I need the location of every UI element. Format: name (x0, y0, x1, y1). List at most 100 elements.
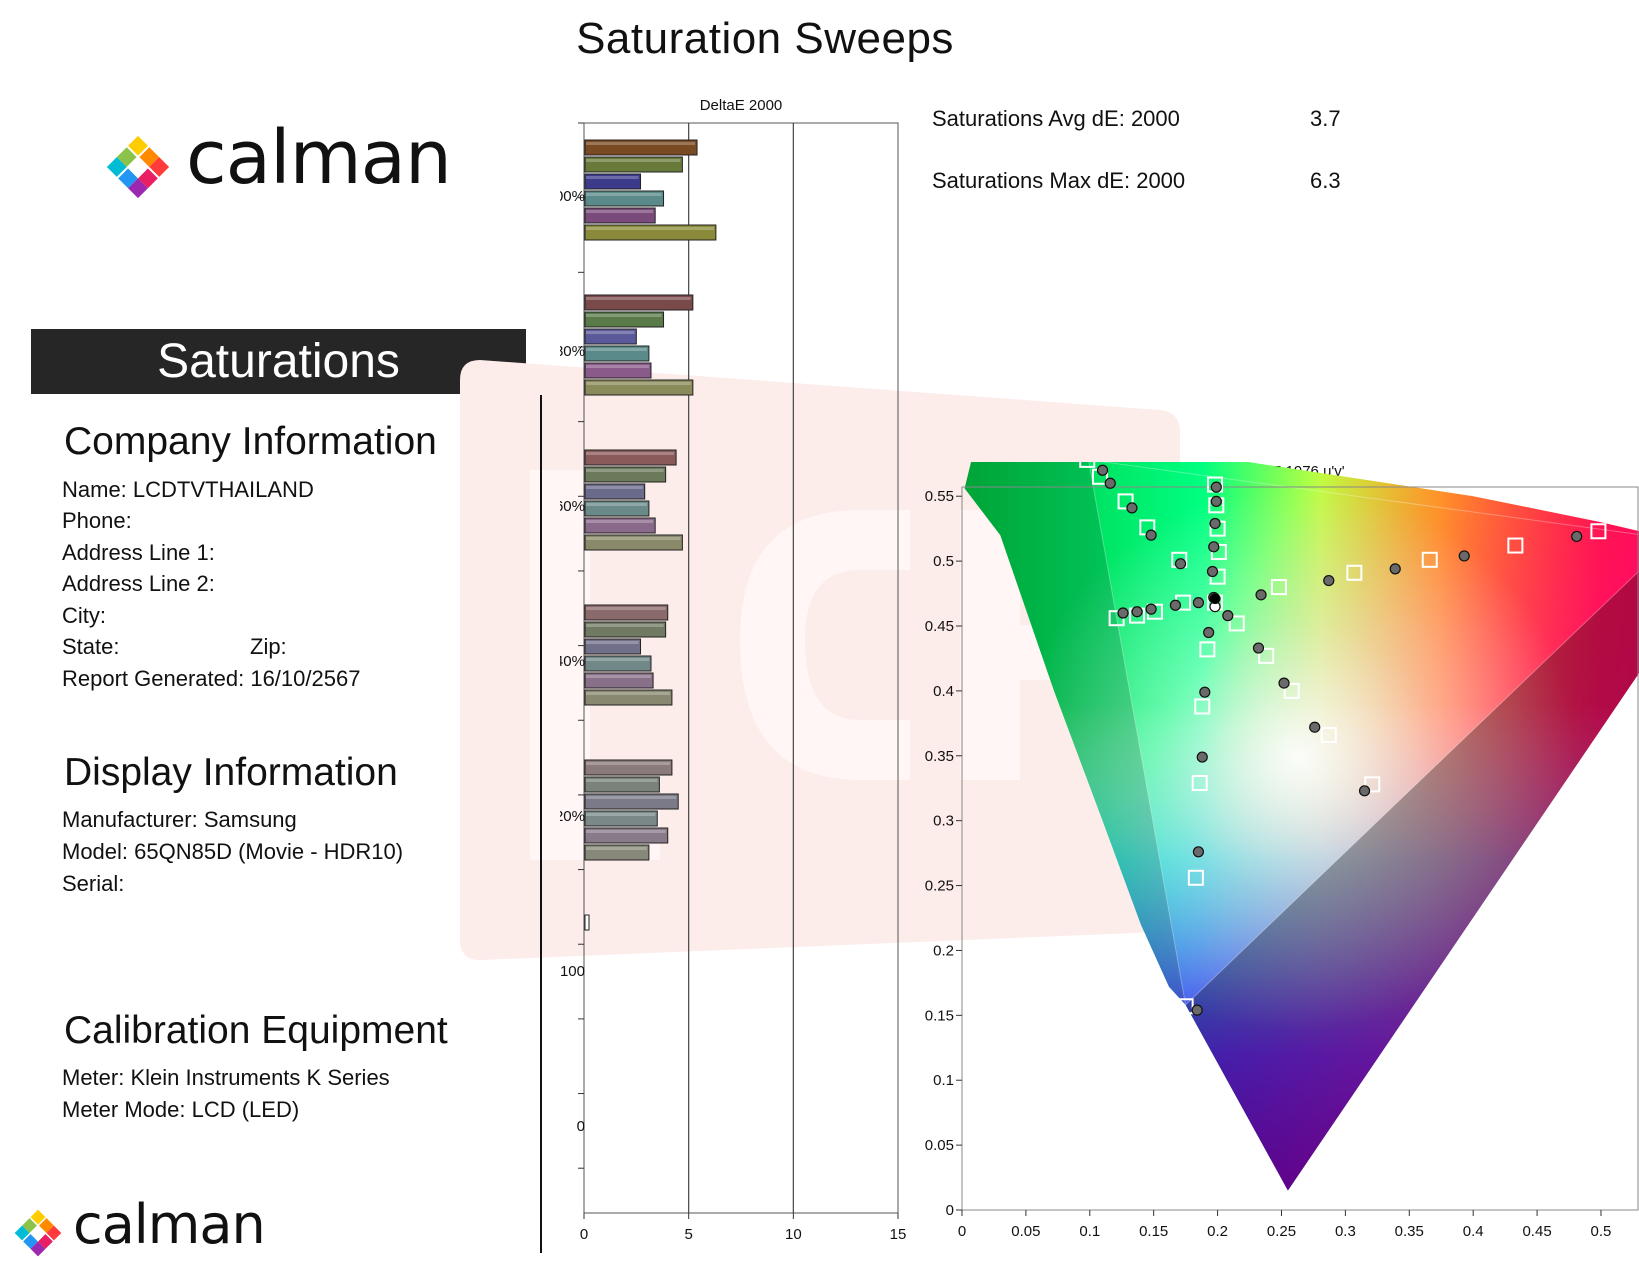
calman-logo-mark-icon (98, 127, 178, 207)
logo-wordmark: calman (186, 115, 451, 201)
deltae-bar-highlight (586, 348, 647, 351)
deltae-bar-highlight (586, 382, 691, 385)
cie-y-tick-label: 0.4 (933, 683, 954, 700)
cie-measured-point (1204, 627, 1214, 637)
cie-x-tick-label: 0.5 (1591, 1223, 1612, 1240)
cie-y-tick-label: 0.5 (933, 553, 954, 570)
cie-x-tick-label: 0.25 (1267, 1223, 1296, 1240)
deltae-bar-highlight (586, 537, 680, 540)
cie-measured-point (1192, 1005, 1202, 1015)
cie-x-tick-label: 0.15 (1139, 1223, 1168, 1240)
cie-y-tick-label: 0.25 (925, 878, 954, 895)
report-generated: Report Generated: 16/10/2567 (62, 666, 360, 692)
cie-y-tick-label: 0.3 (933, 813, 954, 830)
cie-measured-point (1098, 465, 1108, 475)
cie-x-tick-label: 0.35 (1395, 1223, 1424, 1240)
deltae-bar-highlight (586, 469, 664, 472)
deltae-bar-highlight (586, 314, 662, 317)
cie-measured-point (1360, 786, 1370, 796)
deltae-chart-title: DeltaE 2000 (700, 98, 783, 114)
cie-y-tick-label: 0.05 (925, 1137, 954, 1154)
deltae-y-label: 60% (560, 498, 585, 515)
deltae-bar-highlight (586, 675, 651, 678)
deltae-bar-highlight (586, 779, 657, 782)
cie-measured-point (1176, 559, 1186, 569)
deltae-x-tick-label: 0 (580, 1226, 588, 1243)
cie-measured-point (1105, 478, 1115, 488)
cie-measured-point (1193, 847, 1203, 857)
cie-measured-point (1207, 566, 1217, 576)
cie-x-tick-label: 0.45 (1522, 1223, 1551, 1240)
company-address-2: Address Line 2: (62, 571, 215, 597)
company-city: City: (62, 603, 106, 629)
cie-measured-point (1118, 608, 1128, 618)
cie-measured-point (1253, 643, 1263, 653)
cie-white-point-measured (1210, 594, 1220, 604)
display-model: Model: 65QN85D (Movie - HDR10) (62, 839, 403, 865)
cie-measured-point (1200, 687, 1210, 697)
cie-measured-point (1211, 482, 1221, 492)
deltae-y-label: 40% (560, 653, 585, 670)
deltae-x-tick-label: 10 (785, 1226, 802, 1243)
company-state: State: (62, 634, 119, 660)
deltae-bar-highlight (586, 813, 655, 816)
cie-measured-point (1197, 752, 1207, 762)
deltae-bar-highlight (586, 520, 653, 523)
deltae-bar-highlight (586, 365, 649, 368)
company-zip: Zip: (250, 634, 287, 660)
cie-y-tick-label: 0.35 (925, 748, 954, 765)
logo-wordmark: calman (73, 1193, 265, 1256)
company-phone: Phone: (62, 508, 132, 534)
cie-measured-point (1146, 604, 1156, 614)
cie-x-tick-label: 0.05 (1011, 1223, 1040, 1240)
cie-measured-point (1127, 503, 1137, 513)
deltae-x-tick-label: 15 (890, 1226, 907, 1243)
deltae-bar-highlight (586, 692, 670, 695)
company-info-heading: Company Information (64, 420, 437, 464)
deltae-bar-highlight (586, 762, 670, 765)
cie-measured-point (1279, 678, 1289, 688)
equipment-meter-mode: Meter Mode: LCD (LED) (62, 1097, 299, 1123)
cie-x-tick-label: 0.2 (1207, 1223, 1228, 1240)
cie-measured-point (1459, 551, 1469, 561)
deltae-bar-highlight (586, 503, 647, 506)
deltae-y-label: 20% (560, 808, 585, 825)
cie-gamut-fill (962, 462, 1639, 1210)
deltae-bar-highlight (586, 452, 674, 455)
deltae-bar-highlight (586, 227, 714, 230)
deltae-bar-highlight (586, 297, 691, 300)
deltae-bar-highlight (586, 159, 680, 162)
cie-measured-point (1209, 542, 1219, 552)
cie-chart: CIE 1976 u'v'00.050.10.150.20.250.30.350… (920, 462, 1639, 1258)
deltae-bar-highlight (586, 193, 662, 196)
equipment-heading: Calibration Equipment (64, 1009, 448, 1053)
cie-y-tick-label: 0.2 (933, 942, 954, 959)
cie-measured-point (1572, 531, 1582, 541)
calman-logo-bottom: calman (8, 1203, 308, 1263)
deltae-y-label: 80% (560, 343, 585, 360)
cie-x-tick-label: 0 (958, 1223, 966, 1240)
cie-measured-point (1170, 600, 1180, 610)
deltae-bar-highlight (586, 658, 649, 661)
cie-y-tick-label: 0.45 (925, 618, 954, 635)
deltae-bar-highlight (586, 847, 647, 850)
equipment-meter: Meter: Klein Instruments K Series (62, 1065, 390, 1091)
avg-de-label: Saturations Avg dE: 2000 (932, 106, 1180, 132)
max-de-value: 6.3 (1310, 168, 1341, 194)
deltae-bar-highlight (586, 917, 588, 920)
deltae-x-tick-label: 5 (684, 1226, 692, 1243)
cie-x-tick-label: 0.4 (1463, 1223, 1484, 1240)
display-info-heading: Display Information (64, 751, 398, 795)
deltae-y-label: 100 (560, 963, 585, 980)
cie-measured-point (1324, 576, 1334, 586)
vertical-divider (540, 395, 542, 1253)
cie-measured-point (1132, 607, 1142, 617)
cie-y-tick-label: 0.55 (925, 488, 954, 505)
cie-x-tick-label: 0.3 (1335, 1223, 1356, 1240)
deltae-bar-highlight (586, 607, 666, 610)
max-de-label: Saturations Max dE: 2000 (932, 168, 1185, 194)
deltae-y-label: 0 (577, 1118, 585, 1135)
cie-measured-point (1211, 496, 1221, 506)
deltae-bar-highlight (586, 641, 639, 644)
